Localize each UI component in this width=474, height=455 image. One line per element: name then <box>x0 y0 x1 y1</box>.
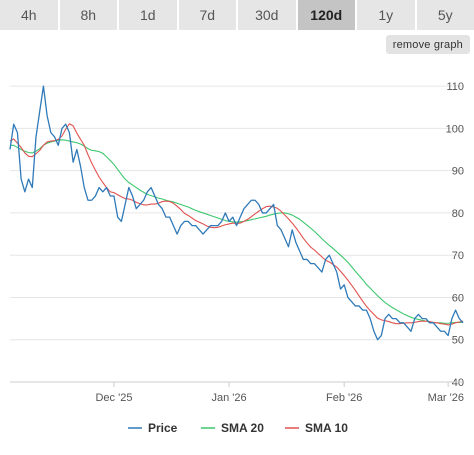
tab-4h[interactable]: 4h <box>0 0 60 30</box>
tab-7d[interactable]: 7d <box>178 0 238 30</box>
y-tick-label-110: 110 <box>446 81 464 93</box>
series-line-sma-20 <box>10 139 463 324</box>
series-line-sma-10 <box>9 123 464 326</box>
x-axis: Dec '25 Jan '26 Feb '26 Mar '26 <box>10 381 464 404</box>
x-tick-label-1: Jan '26 <box>212 392 247 404</box>
legend-label-1: SMA 20 <box>221 421 264 435</box>
tab-120d[interactable]: 120d <box>297 0 357 30</box>
legend-label-0: Price <box>148 421 178 435</box>
legend-label-2: SMA 10 <box>305 421 348 435</box>
x-tick-label-0: Dec '25 <box>95 392 132 404</box>
x-tick-label-2: Feb '26 <box>326 392 362 404</box>
series-line-price <box>9 85 464 341</box>
chart-legend: Price SMA 20 SMA 10 <box>128 421 348 435</box>
chart-grid <box>10 85 463 383</box>
y-tick-label-100: 100 <box>446 123 464 135</box>
tab-8h[interactable]: 8h <box>59 0 119 30</box>
x-tick-label-3: Mar '26 <box>428 392 464 404</box>
y-tick-label-90: 90 <box>452 166 464 178</box>
timeframe-tabs: 4h 8h 1d 7d 30d 120d 1y 5y <box>0 0 474 30</box>
y-tick-label-60: 60 <box>452 292 464 304</box>
y-tick-label-70: 70 <box>452 250 464 262</box>
y-tick-label-50: 50 <box>452 335 464 347</box>
y-tick-label-40: 40 <box>452 377 464 389</box>
tab-1d[interactable]: 1d <box>119 0 179 30</box>
tab-30d[interactable]: 30d <box>238 0 298 30</box>
y-tick-label-80: 80 <box>452 208 464 220</box>
tab-1y[interactable]: 1y <box>357 0 417 30</box>
remove-graph-button[interactable]: remove graph <box>385 35 470 54</box>
tab-5y[interactable]: 5y <box>416 0 474 30</box>
chart-series <box>9 85 464 341</box>
y-axis-labels: 40 50 60 70 80 90 100 110 <box>446 81 464 389</box>
